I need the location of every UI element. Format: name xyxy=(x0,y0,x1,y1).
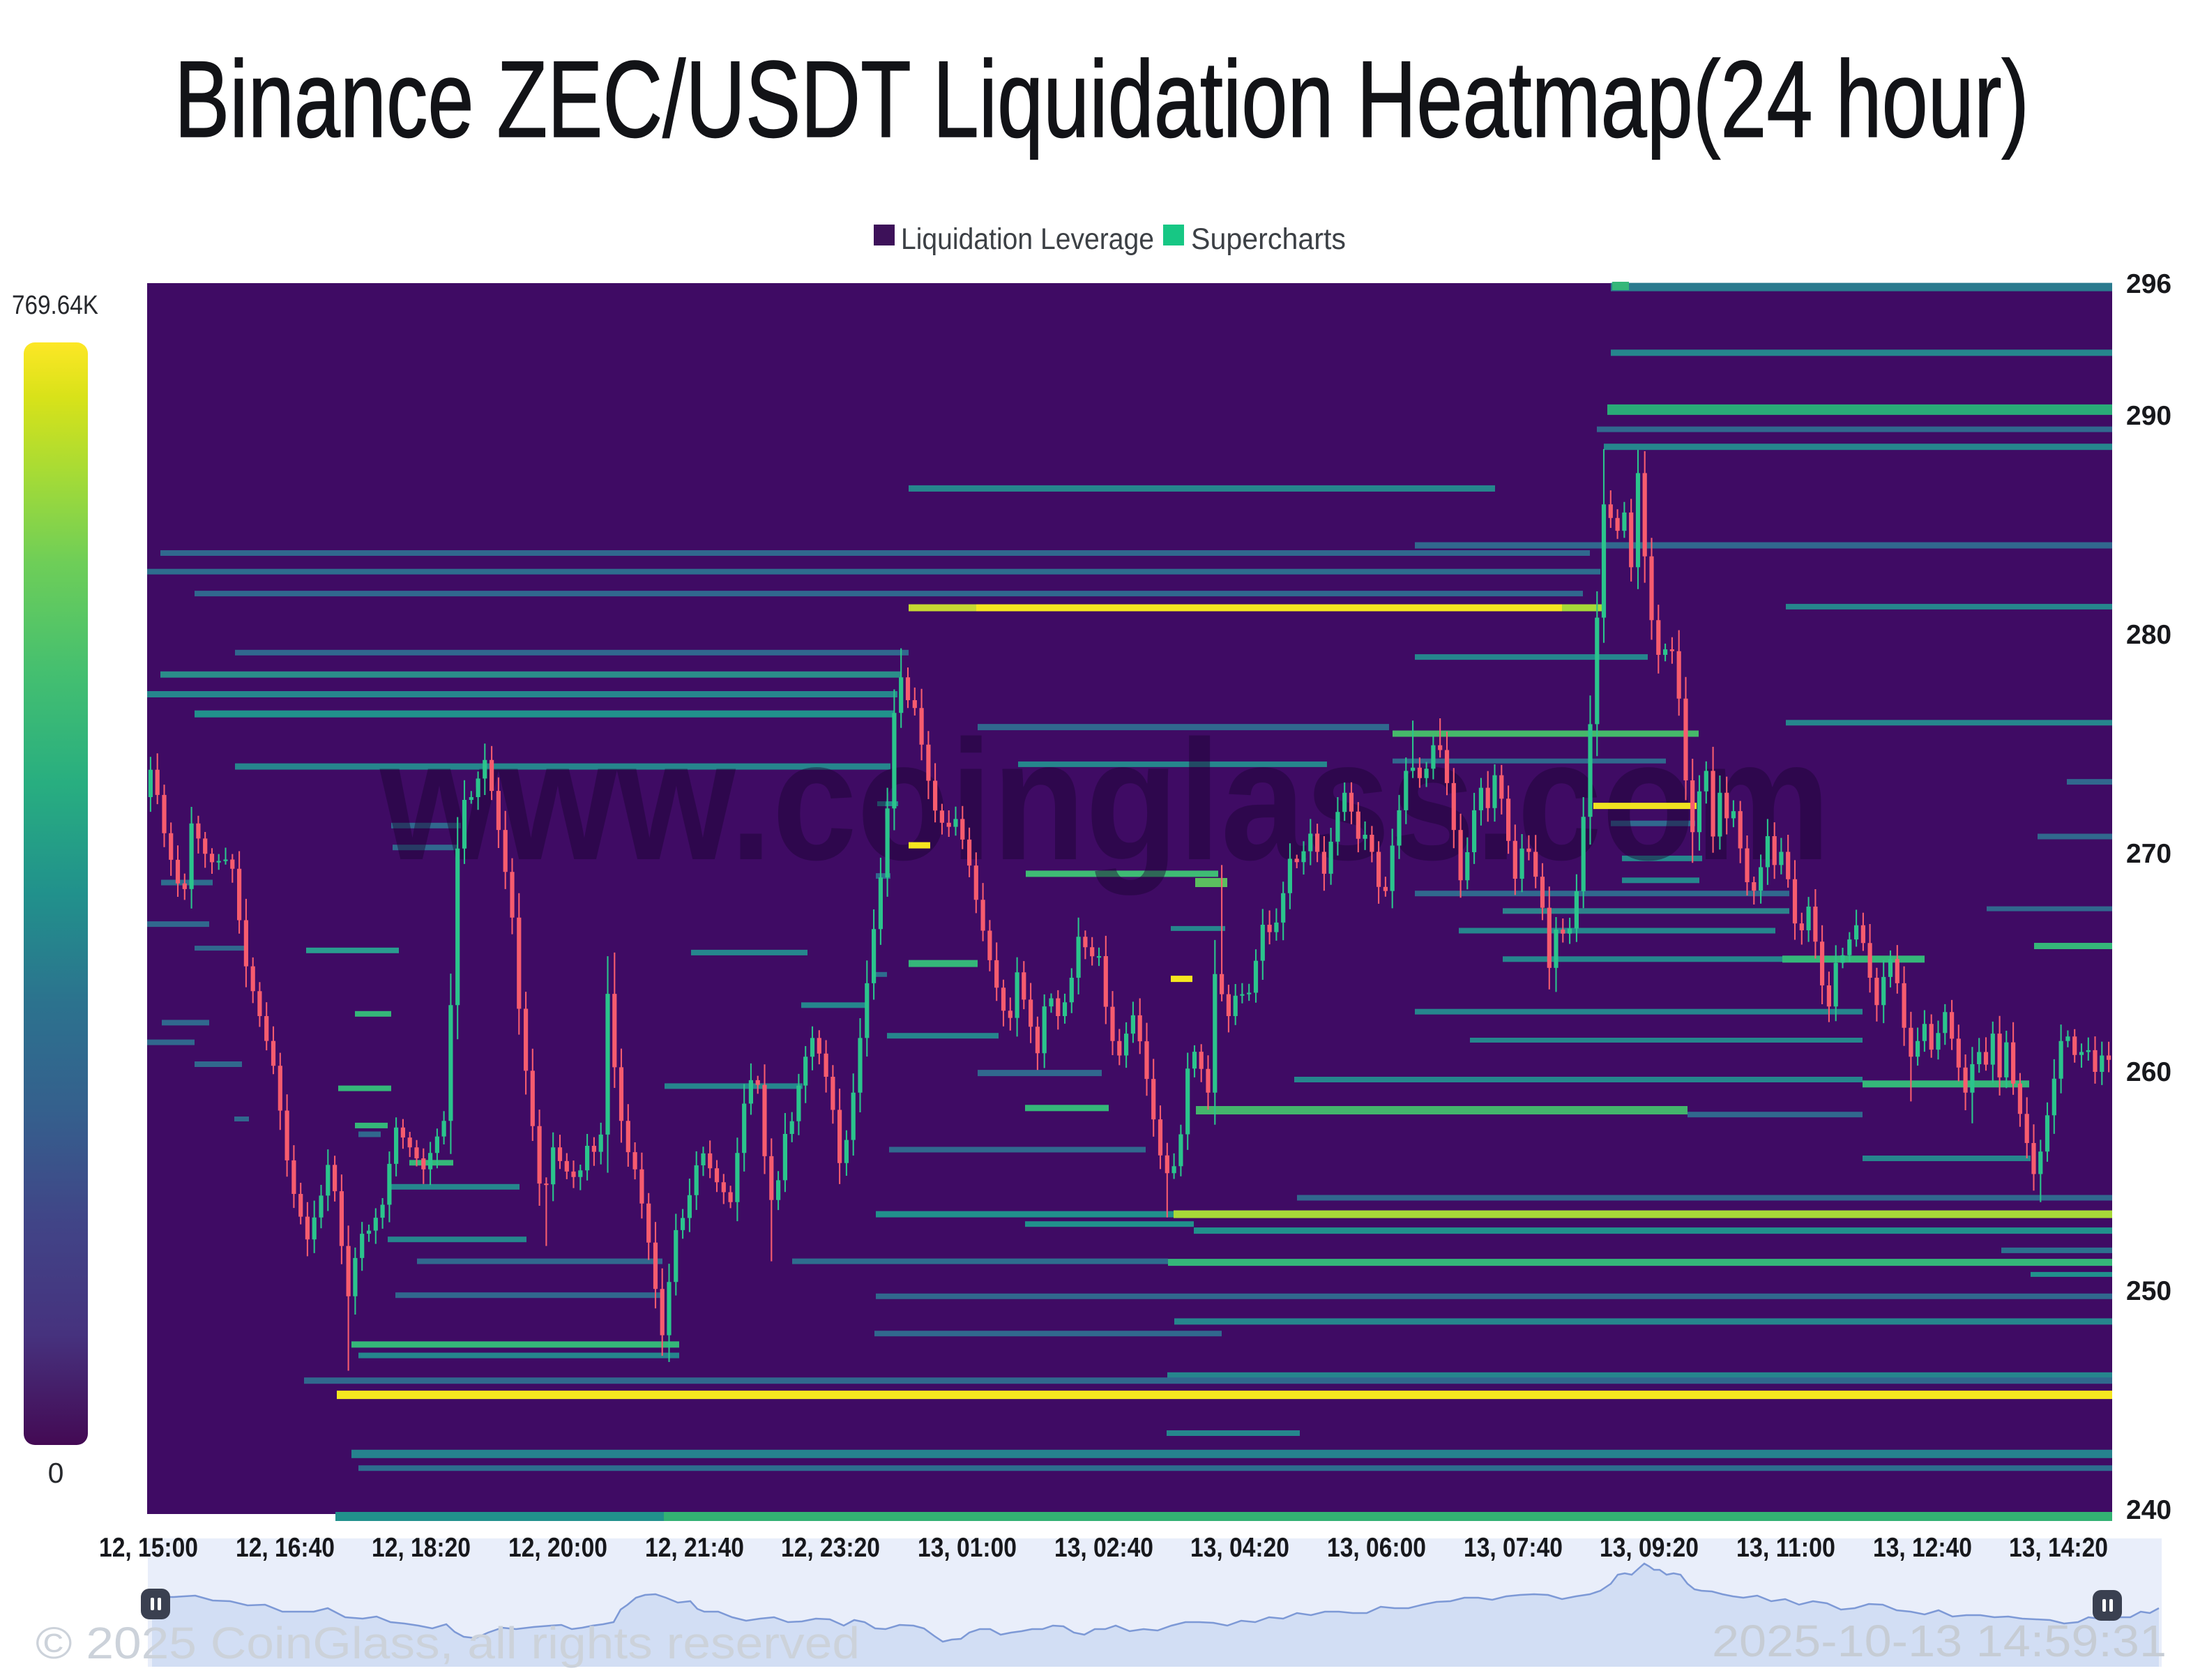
svg-text:12, 16:40: 12, 16:40 xyxy=(236,1533,335,1563)
svg-text:13, 06:00: 13, 06:00 xyxy=(1327,1533,1426,1563)
svg-text:260: 260 xyxy=(2126,1057,2171,1087)
svg-text:13, 11:00: 13, 11:00 xyxy=(1736,1533,1835,1563)
svg-text:Binance ZEC/USDT Liquidation H: Binance ZEC/USDT Liquidation Heatmap(24 … xyxy=(174,39,2029,160)
svg-text:296: 296 xyxy=(2126,269,2171,299)
svg-text:13, 02:40: 13, 02:40 xyxy=(1054,1533,1153,1563)
svg-text:13, 07:40: 13, 07:40 xyxy=(1464,1533,1563,1563)
svg-text:12, 23:20: 12, 23:20 xyxy=(781,1533,880,1563)
svg-text:13, 04:20: 13, 04:20 xyxy=(1190,1533,1289,1563)
svg-text:2025-10-13 14:59:31: 2025-10-13 14:59:31 xyxy=(1712,1616,2167,1666)
svg-text:280: 280 xyxy=(2126,620,2171,650)
svg-text:769.64K: 769.64K xyxy=(12,291,98,320)
svg-text:13, 09:20: 13, 09:20 xyxy=(1600,1533,1699,1563)
svg-text:13, 14:20: 13, 14:20 xyxy=(2009,1533,2108,1563)
svg-text:250: 250 xyxy=(2126,1276,2171,1306)
svg-text:12, 20:00: 12, 20:00 xyxy=(508,1533,607,1563)
svg-text:290: 290 xyxy=(2126,401,2171,431)
svg-text:© 2025 CoinGlass, all rights r: © 2025 CoinGlass, all rights reserved xyxy=(36,1618,860,1668)
svg-text:13, 12:40: 13, 12:40 xyxy=(1873,1533,1972,1563)
svg-text:12, 21:40: 12, 21:40 xyxy=(645,1533,744,1563)
svg-text:Supercharts: Supercharts xyxy=(1191,222,1346,256)
svg-text:www.coinglass.com: www.coinglass.com xyxy=(379,704,1830,895)
svg-text:0: 0 xyxy=(48,1457,64,1489)
svg-text:13, 01:00: 13, 01:00 xyxy=(918,1533,1017,1563)
svg-text:240: 240 xyxy=(2126,1495,2171,1525)
svg-text:Liquidation Leverage: Liquidation Leverage xyxy=(901,222,1154,256)
svg-text:270: 270 xyxy=(2126,839,2171,869)
svg-text:12, 15:00: 12, 15:00 xyxy=(99,1533,198,1563)
svg-text:12, 18:20: 12, 18:20 xyxy=(372,1533,471,1563)
